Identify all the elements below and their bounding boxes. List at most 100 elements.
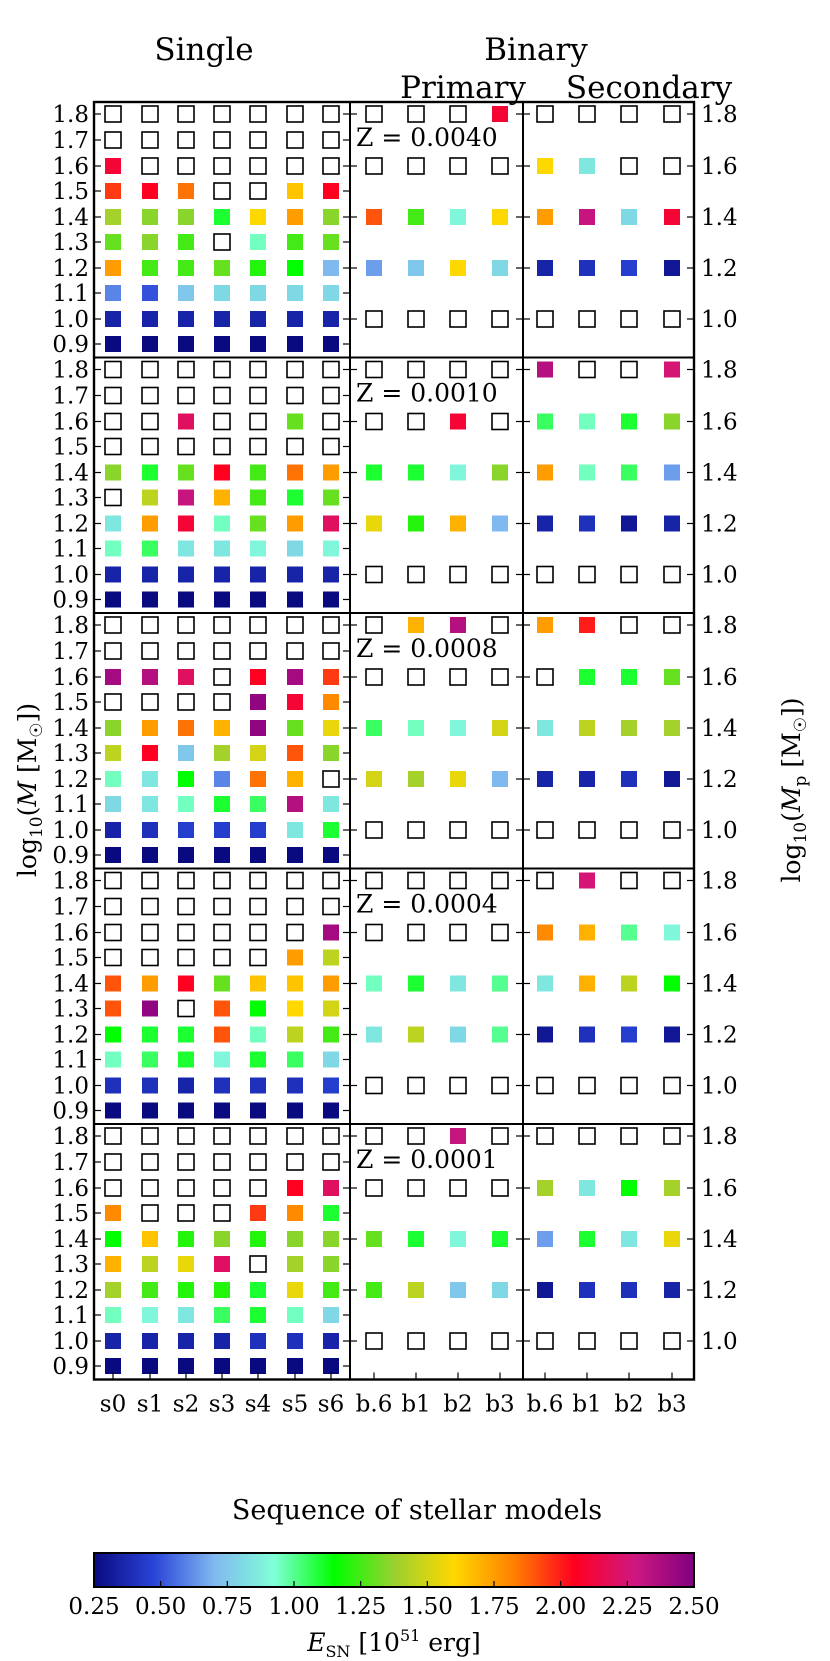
single-cell-p2-r7-c4 [250,796,266,812]
ytick-label-left: 1.8 [52,358,89,384]
single-cell-p4-r4-c4 [250,1231,266,1247]
single-cell-p1-r6-c4 [250,515,266,532]
single-cell-p1-r0-c5-empty [286,360,304,379]
single-cell-p1-r2-c1-empty [141,412,159,431]
primary-cell-p4-r0-c0-empty [365,1127,383,1145]
single-cell-p0-r7-c0 [105,285,121,301]
secondary-cell-p0-r3-c1 [579,260,595,276]
single-cell-p0-r4-c1 [142,209,158,225]
secondary-cell-p0-r2-c2 [621,209,637,225]
primary-cell-p1-r1-c1-empty [407,412,425,431]
single-cell-p1-r6-c0 [105,515,121,532]
single-cell-p3-r4-c6 [323,975,339,992]
single-cell-p3-r8-c6 [323,1077,339,1094]
single-cell-p0-r1-c0-empty [104,131,122,149]
single-cell-p4-r0-c2-empty [177,1127,195,1145]
ytick-label-right: 1.6 [701,921,738,947]
primary-cell-p1-r0-c1-empty [407,360,425,379]
secondary-cell-p2-r3-c2 [621,771,637,787]
secondary-cell-p2-r4-c2-empty [620,821,638,839]
single-cell-p3-r7-c1 [142,1051,158,1068]
single-cell-p3-r8-c3 [214,1077,230,1094]
xtick-label-single: s3 [209,1392,235,1418]
single-cell-p0-r4-c5 [287,209,303,225]
secondary-cell-p4-r2-c2 [621,1231,637,1247]
panel-0: 1.81.71.61.51.41.31.21.11.00.91.81.61.41… [52,102,737,358]
primary-cell-p3-r0-c3-empty [491,871,509,890]
secondary-cell-p3-r3-c0 [537,1026,553,1043]
single-cell-p1-r1-c4-empty [249,386,267,405]
single-cell-p2-r7-c1 [142,796,158,812]
ytick-label-left: 0.9 [52,843,89,869]
single-cell-p3-r4-c0 [105,975,121,992]
single-cell-p0-r6-c3 [214,260,230,276]
single-cell-p2-r3-c2-empty [177,693,195,711]
ytick-label-left: 1.1 [52,537,89,563]
single-cell-p4-r1-c4-empty [249,1153,267,1171]
primary-cell-p3-r1-c3-empty [491,923,509,942]
colorbar-tick-label: 0.75 [202,1594,253,1620]
single-cell-p3-r6-c5 [287,1026,303,1043]
panel-4: 1.81.71.61.51.41.31.21.11.00.91.81.61.41… [52,1124,737,1380]
ytick-label-right: 1.0 [701,818,738,844]
single-cell-p2-r2-c0 [105,669,121,685]
single-cell-p2-r4-c1 [142,720,158,736]
single-cell-p4-r7-c2 [178,1307,194,1323]
plot-frame [92,100,696,1381]
single-cell-p1-r1-c3-empty [213,386,231,405]
single-cell-p2-r1-c6-empty [322,642,340,660]
single-cell-p3-r4-c4 [250,975,266,992]
single-cell-p2-r8-c0 [105,822,121,838]
single-cell-p1-r9-c3 [214,591,230,608]
single-cell-p0-r8-c2 [178,311,194,327]
single-cell-p1-r9-c4 [250,591,266,608]
secondary-cell-p2-r0-c1 [579,617,595,633]
single-cell-p0-r9-c3 [214,336,230,352]
secondary-cell-p1-r1-c0 [537,413,553,430]
ytick-label-left: 1.0 [52,563,89,589]
single-cell-p4-r7-c6 [323,1307,339,1323]
ytick-label-right: 1.2 [701,512,738,538]
ytick-label-left: 1.7 [52,895,89,921]
secondary-cell-p3-r4-c3-empty [663,1076,681,1095]
single-cell-p2-r4-c5 [287,720,303,736]
single-cell-p0-r5-c4 [250,234,266,250]
ytick-label-right: 1.6 [701,1176,738,1202]
ytick-label-left: 1.5 [52,435,89,461]
single-cell-p0-r4-c6 [323,209,339,225]
single-cell-p0-r2-c3-empty [213,157,231,175]
single-cell-p3-r5-c4 [250,1000,266,1017]
primary-cell-p3-r0-c1-empty [407,871,425,890]
single-cell-p0-r7-c6 [323,285,339,301]
secondary-cell-p3-r2-c2 [621,975,637,992]
secondary-cell-p1-r3-c2 [621,515,637,532]
secondary-cell-p1-r2-c1 [579,464,595,481]
ytick-label-left: 1.0 [52,818,89,844]
primary-cell-p3-r4-c2-empty [449,1076,467,1095]
ytick-label-left: 1.3 [52,486,89,512]
single-cell-p3-r5-c6 [323,1000,339,1017]
primary-cell-p0-r1-c2-empty [449,157,467,175]
secondary-cell-p2-r2-c3 [664,720,680,736]
single-cell-p2-r4-c0 [105,720,121,736]
single-cell-p2-r0-c0-empty [104,616,122,634]
ytick-label-left: 1.7 [52,1150,89,1176]
ytick-label-left: 1.3 [52,1252,89,1278]
ytick-label-left: 1.3 [52,997,89,1023]
single-cell-p4-r2-c2-empty [177,1179,195,1197]
ytick-label-right: 1.2 [701,1278,738,1304]
secondary-cell-p3-r3-c1 [579,1026,595,1043]
secondary-cell-p0-r4-c3-empty [663,310,681,328]
single-cell-p1-r2-c6-empty [322,412,340,431]
single-cell-p4-r7-c0 [105,1307,121,1323]
secondary-title: Secondary [566,70,733,106]
primary-cell-p2-r2-c1 [408,720,424,736]
single-cell-p1-r3-c0-empty [104,437,122,456]
ytick-label-left: 1.2 [52,767,89,793]
ytick-label-left: 1.6 [52,921,89,947]
primary-cell-p2-r0-c0-empty [365,616,383,634]
secondary-cell-p4-r0-c3-empty [663,1127,681,1145]
xtick-label-single: s0 [100,1392,126,1418]
secondary-cell-p2-r1-c0-empty [536,668,554,686]
primary-cell-p4-r2-c1 [408,1231,424,1247]
